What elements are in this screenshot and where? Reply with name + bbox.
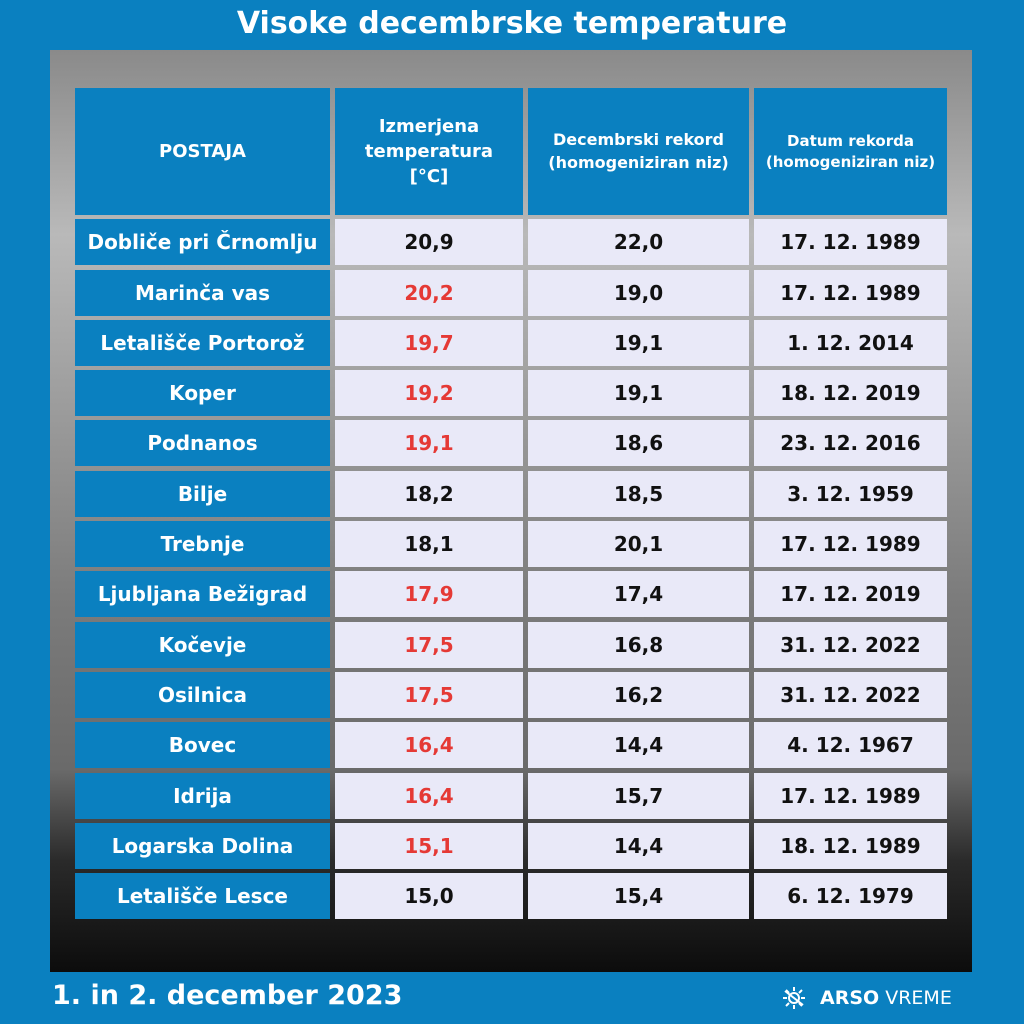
station-cell: Bilje xyxy=(75,470,330,517)
record-date-cell: 17. 12. 1989 xyxy=(754,772,947,819)
measured-cell: 19,1 xyxy=(335,420,523,467)
page-title: Visoke decembrske temperature xyxy=(236,6,788,41)
record-cell: 19,0 xyxy=(528,269,749,316)
temperature-table: POSTAJA Izmerjena temperatura [°C] Decem… xyxy=(75,88,947,920)
record-date-cell: 31. 12. 2022 xyxy=(754,671,947,718)
record-cell: 20,1 xyxy=(528,521,749,568)
record-cell: 14,4 xyxy=(528,822,749,869)
measured-cell: 16,4 xyxy=(335,722,523,769)
station-cell: Kočevje xyxy=(75,621,330,668)
record-date-cell: 1. 12. 2014 xyxy=(754,319,947,366)
station-cell: Marinča vas xyxy=(75,269,330,316)
record-date-cell: 6. 12. 1979 xyxy=(754,873,947,920)
measured-cell: 19,2 xyxy=(335,370,523,417)
record-cell: 22,0 xyxy=(528,219,749,266)
record-cell: 15,4 xyxy=(528,873,749,920)
record-cell: 16,2 xyxy=(528,671,749,718)
header-record: Decembrski rekord (homogeniziran niz) xyxy=(528,88,749,215)
measured-cell: 17,5 xyxy=(335,671,523,718)
station-cell: Letališče Portorož xyxy=(75,319,330,366)
record-cell: 15,7 xyxy=(528,772,749,819)
record-date-cell: 17. 12. 2019 xyxy=(754,571,947,618)
record-cell: 18,5 xyxy=(528,470,749,517)
measured-cell: 16,4 xyxy=(335,772,523,819)
station-cell: Bovec xyxy=(75,722,330,769)
measured-cell: 17,9 xyxy=(335,571,523,618)
measured-cell: 15,1 xyxy=(335,822,523,869)
header-record-date: Datum rekorda (homogeniziran niz) xyxy=(754,88,947,215)
header-station: POSTAJA xyxy=(75,88,330,215)
station-cell: Podnanos xyxy=(75,420,330,467)
record-cell: 18,6 xyxy=(528,420,749,467)
measured-cell: 18,1 xyxy=(335,521,523,568)
header-measured: Izmerjena temperatura [°C] xyxy=(335,88,523,215)
sun-icon xyxy=(783,987,805,1009)
record-cell: 16,8 xyxy=(528,621,749,668)
record-cell: 14,4 xyxy=(528,722,749,769)
record-date-cell: 17. 12. 1989 xyxy=(754,521,947,568)
brand-light: VREME xyxy=(885,987,952,1009)
footer-date: 1. in 2. december 2023 xyxy=(52,980,403,1011)
station-cell: Ljubljana Bežigrad xyxy=(75,571,330,618)
record-cell: 19,1 xyxy=(528,319,749,366)
station-cell: Koper xyxy=(75,370,330,417)
record-date-cell: 3. 12. 1959 xyxy=(754,470,947,517)
station-cell: Idrija xyxy=(75,772,330,819)
record-date-cell: 31. 12. 2022 xyxy=(754,621,947,668)
record-cell: 17,4 xyxy=(528,571,749,618)
record-date-cell: 4. 12. 1967 xyxy=(754,722,947,769)
record-date-cell: 18. 12. 2019 xyxy=(754,370,947,417)
measured-cell: 20,2 xyxy=(335,269,523,316)
station-cell: Logarska Dolina xyxy=(75,822,330,869)
measured-cell: 20,9 xyxy=(335,219,523,266)
brand-bold: ARSO xyxy=(820,987,880,1009)
measured-cell: 17,5 xyxy=(335,621,523,668)
station-cell: Letališče Lesce xyxy=(75,873,330,920)
measured-cell: 18,2 xyxy=(335,470,523,517)
record-date-cell: 17. 12. 1989 xyxy=(754,269,947,316)
measured-cell: 19,7 xyxy=(335,319,523,366)
arso-logo: ARSO VREME xyxy=(782,986,952,1010)
record-cell: 19,1 xyxy=(528,370,749,417)
station-cell: Dobliče pri Črnomlju xyxy=(75,219,330,266)
station-cell: Osilnica xyxy=(75,671,330,718)
record-date-cell: 18. 12. 1989 xyxy=(754,822,947,869)
record-date-cell: 17. 12. 1989 xyxy=(754,219,947,266)
station-cell: Trebnje xyxy=(75,521,330,568)
record-date-cell: 23. 12. 2016 xyxy=(754,420,947,467)
measured-cell: 15,0 xyxy=(335,873,523,920)
